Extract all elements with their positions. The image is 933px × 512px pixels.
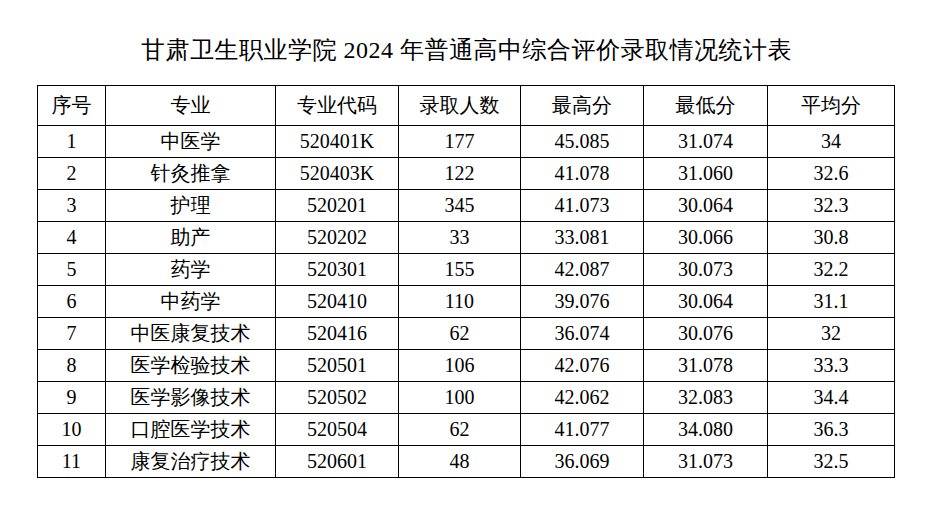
table-row: 3护理52020134541.07330.06432.3	[38, 190, 895, 222]
table-cell: 护理	[106, 190, 276, 222]
table-row: 2针灸推拿520403K12241.07831.06032.6	[38, 158, 895, 190]
table-cell: 62	[399, 318, 521, 350]
table-row: 5药学52030115542.08730.07332.2	[38, 254, 895, 286]
table-row: 4助产5202023333.08130.06630.8	[38, 222, 895, 254]
table-cell: 5	[38, 254, 106, 286]
col-header-index: 序号	[38, 86, 106, 126]
table-cell: 45.085	[521, 126, 644, 158]
table-cell: 36.069	[521, 446, 644, 478]
table-cell: 31.074	[644, 126, 768, 158]
table-cell: 4	[38, 222, 106, 254]
table-cell: 520601	[276, 446, 399, 478]
table-cell: 520401K	[276, 126, 399, 158]
table-cell: 中医学	[106, 126, 276, 158]
table-cell: 520410	[276, 286, 399, 318]
table-cell: 100	[399, 382, 521, 414]
table-row: 7中医康复技术5204166236.07430.07632	[38, 318, 895, 350]
table-cell: 32.2	[768, 254, 895, 286]
table-body: 1中医学520401K17745.08531.074342针灸推拿520403K…	[38, 126, 895, 478]
table-row: 1中医学520401K17745.08531.07434	[38, 126, 895, 158]
table-cell: 33	[399, 222, 521, 254]
table-cell: 3	[38, 190, 106, 222]
table-cell: 医学影像技术	[106, 382, 276, 414]
page-title: 甘肃卫生职业学院 2024 年普通高中综合评价录取情况统计表	[0, 34, 933, 66]
table-cell: 42.062	[521, 382, 644, 414]
table-cell: 39.076	[521, 286, 644, 318]
table-cell: 10	[38, 414, 106, 446]
table-cell: 31.073	[644, 446, 768, 478]
table-cell: 33.3	[768, 350, 895, 382]
table-cell: 30.066	[644, 222, 768, 254]
table-cell: 34	[768, 126, 895, 158]
table-cell: 30.073	[644, 254, 768, 286]
table-cell: 106	[399, 350, 521, 382]
table-cell: 药学	[106, 254, 276, 286]
table-cell: 口腔医学技术	[106, 414, 276, 446]
table-cell: 针灸推拿	[106, 158, 276, 190]
table-cell: 520502	[276, 382, 399, 414]
table-cell: 31.1	[768, 286, 895, 318]
table-cell: 520202	[276, 222, 399, 254]
table-cell: 345	[399, 190, 521, 222]
admission-stats-table: 序号 专业 专业代码 录取人数 最高分 最低分 平均分 1中医学520401K1…	[37, 85, 895, 478]
table-cell: 6	[38, 286, 106, 318]
table-cell: 48	[399, 446, 521, 478]
table-cell: 41.073	[521, 190, 644, 222]
table-cell: 41.077	[521, 414, 644, 446]
table-cell: 32.3	[768, 190, 895, 222]
table-cell: 520201	[276, 190, 399, 222]
table-cell: 32.083	[644, 382, 768, 414]
table-row: 8医学检验技术52050110642.07631.07833.3	[38, 350, 895, 382]
table-cell: 康复治疗技术	[106, 446, 276, 478]
table-header-row: 序号 专业 专业代码 录取人数 最高分 最低分 平均分	[38, 86, 895, 126]
table-row: 10口腔医学技术5205046241.07734.08036.3	[38, 414, 895, 446]
table-cell: 520301	[276, 254, 399, 286]
table-cell: 中医康复技术	[106, 318, 276, 350]
table-cell: 41.078	[521, 158, 644, 190]
table-cell: 62	[399, 414, 521, 446]
col-header-admitted: 录取人数	[399, 86, 521, 126]
table-cell: 中药学	[106, 286, 276, 318]
table-cell: 8	[38, 350, 106, 382]
col-header-avg: 平均分	[768, 86, 895, 126]
table-cell: 30.064	[644, 286, 768, 318]
table-row: 9医学影像技术52050210042.06232.08334.4	[38, 382, 895, 414]
table-cell: 34.080	[644, 414, 768, 446]
table-cell: 医学检验技术	[106, 350, 276, 382]
table-cell: 520403K	[276, 158, 399, 190]
table-cell: 36.074	[521, 318, 644, 350]
table-cell: 30.064	[644, 190, 768, 222]
table-cell: 155	[399, 254, 521, 286]
table-row: 11康复治疗技术5206014836.06931.07332.5	[38, 446, 895, 478]
table-cell: 520504	[276, 414, 399, 446]
table-row: 6中药学52041011039.07630.06431.1	[38, 286, 895, 318]
table-cell: 36.3	[768, 414, 895, 446]
table-cell: 32.6	[768, 158, 895, 190]
table-cell: 520416	[276, 318, 399, 350]
table-cell: 110	[399, 286, 521, 318]
table-cell: 30.076	[644, 318, 768, 350]
table-cell: 31.060	[644, 158, 768, 190]
col-header-max: 最高分	[521, 86, 644, 126]
table-cell: 32.5	[768, 446, 895, 478]
table-cell: 7	[38, 318, 106, 350]
col-header-min: 最低分	[644, 86, 768, 126]
table-cell: 11	[38, 446, 106, 478]
table-cell: 177	[399, 126, 521, 158]
table-cell: 42.087	[521, 254, 644, 286]
table-cell: 2	[38, 158, 106, 190]
table-cell: 30.8	[768, 222, 895, 254]
table-cell: 33.081	[521, 222, 644, 254]
table-cell: 122	[399, 158, 521, 190]
table-cell: 520501	[276, 350, 399, 382]
table-cell: 34.4	[768, 382, 895, 414]
table-cell: 助产	[106, 222, 276, 254]
table-cell: 32	[768, 318, 895, 350]
table-cell: 1	[38, 126, 106, 158]
col-header-code: 专业代码	[276, 86, 399, 126]
table-cell: 9	[38, 382, 106, 414]
table-cell: 31.078	[644, 350, 768, 382]
col-header-major: 专业	[106, 86, 276, 126]
table-cell: 42.076	[521, 350, 644, 382]
